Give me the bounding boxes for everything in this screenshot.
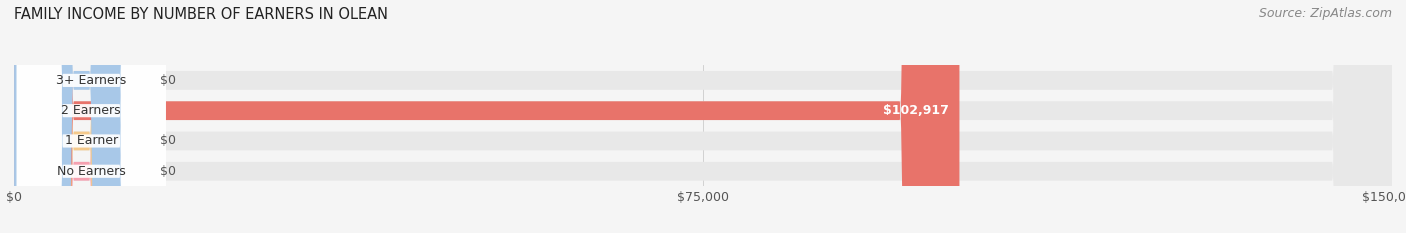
FancyBboxPatch shape	[14, 0, 149, 233]
Text: $102,917: $102,917	[883, 104, 949, 117]
FancyBboxPatch shape	[14, 0, 959, 233]
Text: FAMILY INCOME BY NUMBER OF EARNERS IN OLEAN: FAMILY INCOME BY NUMBER OF EARNERS IN OL…	[14, 7, 388, 22]
FancyBboxPatch shape	[17, 0, 166, 233]
FancyBboxPatch shape	[17, 0, 166, 233]
Text: 1 Earner: 1 Earner	[65, 134, 118, 147]
FancyBboxPatch shape	[14, 0, 1392, 233]
FancyBboxPatch shape	[14, 0, 1392, 233]
Text: $0: $0	[160, 134, 176, 147]
FancyBboxPatch shape	[14, 0, 149, 233]
Text: No Earners: No Earners	[56, 165, 125, 178]
FancyBboxPatch shape	[17, 0, 166, 233]
FancyBboxPatch shape	[17, 0, 166, 233]
Text: 3+ Earners: 3+ Earners	[56, 74, 127, 87]
FancyBboxPatch shape	[14, 0, 1392, 233]
Text: 2 Earners: 2 Earners	[62, 104, 121, 117]
FancyBboxPatch shape	[14, 0, 1392, 233]
Text: Source: ZipAtlas.com: Source: ZipAtlas.com	[1258, 7, 1392, 20]
Text: $0: $0	[160, 165, 176, 178]
FancyBboxPatch shape	[14, 0, 149, 233]
Text: $0: $0	[160, 74, 176, 87]
